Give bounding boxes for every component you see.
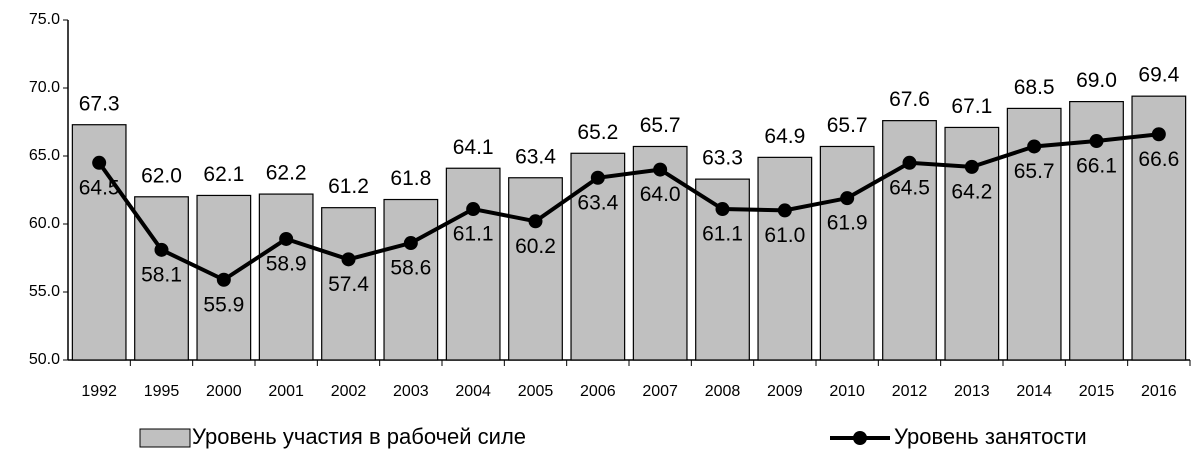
bar <box>632 145 688 361</box>
bar-value-label: 65.7 <box>640 114 681 137</box>
y-tick-label: 55.0 <box>29 283 60 300</box>
line-value-label: 58.6 <box>390 257 431 280</box>
legend-marker <box>853 431 867 445</box>
bar-value-label: 62.1 <box>203 163 244 186</box>
line-marker <box>902 155 917 170</box>
line-value-label: 61.1 <box>702 223 743 246</box>
x-tick-label: 2003 <box>393 383 429 400</box>
line-value-label: 64.5 <box>889 176 930 199</box>
line-marker <box>528 214 543 229</box>
bar-value-label: 63.4 <box>515 145 556 168</box>
x-tick-label: 2012 <box>892 383 928 400</box>
line-marker <box>154 242 169 257</box>
x-tick-label: 2008 <box>705 383 741 400</box>
x-tick-label: 2001 <box>268 383 304 400</box>
bar-value-label: 64.1 <box>453 136 494 159</box>
x-tick-label: 2010 <box>829 383 865 400</box>
line-marker <box>653 162 668 177</box>
line-value-label: 64.2 <box>951 180 992 203</box>
legend-label: Уровень участия в рабочей силе <box>192 424 526 449</box>
y-tick-label: 50.0 <box>29 351 60 368</box>
line-value-label: 65.7 <box>1014 160 1055 183</box>
line-value-label: 58.9 <box>266 253 307 276</box>
bar-value-label: 68.5 <box>1014 76 1055 99</box>
x-tick-label: 2007 <box>642 383 678 400</box>
bar-value-label: 67.1 <box>951 95 992 118</box>
line-marker <box>279 231 294 246</box>
x-tick-label: 2009 <box>767 383 803 400</box>
bar <box>757 156 813 361</box>
bar <box>321 207 376 361</box>
bar-value-label: 63.3 <box>702 147 743 170</box>
x-tick-label: 2004 <box>455 383 491 400</box>
line-marker <box>92 155 107 170</box>
x-tick-label: 2014 <box>1016 383 1052 400</box>
line-marker <box>1151 127 1166 142</box>
line-marker <box>715 202 730 217</box>
line-value-label: 61.1 <box>453 223 494 246</box>
line-value-label: 64.0 <box>640 183 681 206</box>
bar-value-label: 62.0 <box>141 164 182 187</box>
bar-value-label: 61.8 <box>390 167 431 190</box>
legend-label: Уровень занятости <box>894 424 1087 449</box>
x-tick-label: 2006 <box>580 383 616 400</box>
legend-swatch <box>139 428 191 448</box>
line-marker <box>341 252 356 267</box>
line-marker <box>840 191 855 206</box>
bar <box>1131 95 1187 361</box>
line-marker <box>590 170 605 185</box>
line-marker <box>216 272 231 287</box>
bar-value-label: 69.4 <box>1138 64 1179 87</box>
line-value-label: 64.5 <box>79 176 120 199</box>
x-tick-label: 1995 <box>144 383 180 400</box>
x-tick-label: 2015 <box>1079 383 1115 400</box>
line-value-label: 58.1 <box>141 263 182 286</box>
bar-value-label: 64.9 <box>764 125 805 148</box>
bar <box>508 177 563 361</box>
x-tick-label: 2000 <box>206 383 242 400</box>
bar-value-label: 67.3 <box>79 92 120 115</box>
line-marker <box>1027 139 1042 154</box>
line-marker <box>777 203 792 218</box>
y-tick-label: 60.0 <box>29 215 60 232</box>
bar-value-label: 69.0 <box>1076 69 1117 92</box>
line-value-label: 55.9 <box>203 293 244 316</box>
line-marker <box>403 236 418 251</box>
x-tick-label: 2005 <box>518 383 554 400</box>
bar-value-label: 65.7 <box>827 114 868 137</box>
line-marker <box>466 202 481 217</box>
y-tick-label: 70.0 <box>29 79 60 96</box>
line-value-label: 57.4 <box>328 273 369 296</box>
line-value-label: 61.9 <box>827 212 868 235</box>
bar-value-label: 67.6 <box>889 88 930 111</box>
bar <box>383 198 439 361</box>
line-marker <box>964 159 979 174</box>
bar-value-label: 65.2 <box>577 121 618 144</box>
line-value-label: 63.4 <box>577 191 618 214</box>
bar-value-label: 62.2 <box>266 162 307 185</box>
line-value-label: 66.1 <box>1076 155 1117 178</box>
x-tick-label: 2002 <box>331 383 367 400</box>
y-tick-label: 75.0 <box>29 11 60 28</box>
x-tick-label: 1992 <box>81 383 117 400</box>
line-value-label: 60.2 <box>515 235 556 258</box>
bar <box>445 167 501 361</box>
line <box>97 132 1160 283</box>
line-value-label: 61.0 <box>764 224 805 247</box>
bar <box>570 152 626 361</box>
bar <box>258 193 314 361</box>
line-marker <box>1089 134 1104 149</box>
x-tick-label: 2016 <box>1141 383 1177 400</box>
line-value-label: 66.6 <box>1138 148 1179 171</box>
y-tick-label: 65.0 <box>29 147 60 164</box>
bar <box>819 145 875 361</box>
x-tick-label: 2013 <box>954 383 990 400</box>
bar-value-label: 61.2 <box>328 175 369 198</box>
